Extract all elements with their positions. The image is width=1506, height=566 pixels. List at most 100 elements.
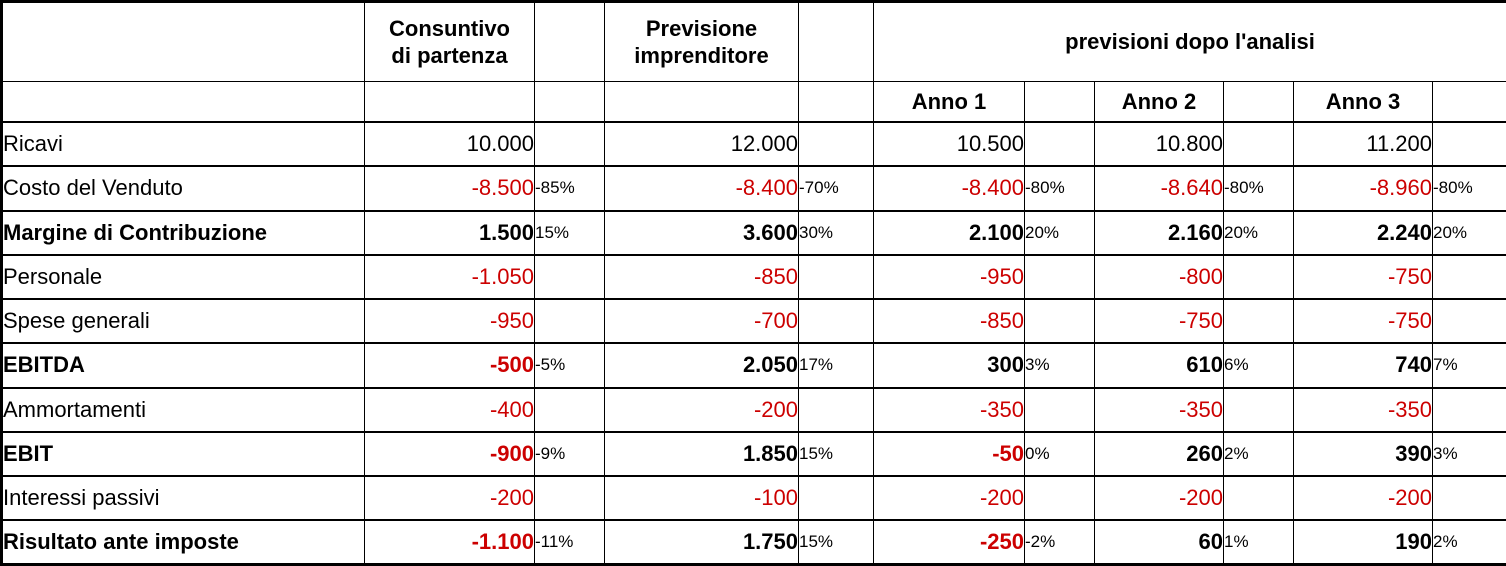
value-cell: 610 — [1094, 342, 1224, 389]
value-cell: -350 — [1293, 386, 1433, 433]
empty-cell — [604, 81, 799, 123]
row-costo-del-venduto: Costo del Venduto -8.500 -85% -8.400 -70… — [1, 165, 1506, 212]
empty-cell — [1024, 81, 1095, 123]
percent-cell — [1431, 474, 1506, 521]
value-cell: -950 — [873, 253, 1025, 300]
header-previsione-line1: Previsione — [645, 15, 758, 41]
value-cell: -100 — [604, 474, 799, 521]
percent-cell — [1024, 386, 1095, 433]
percent-cell — [1024, 121, 1095, 167]
percent-cell — [534, 386, 605, 433]
value-cell: 1.750 — [604, 519, 799, 566]
percent-cell — [1024, 253, 1095, 300]
percent-cell: 3% — [1431, 430, 1506, 477]
value-cell: -200 — [873, 474, 1025, 521]
row-risultato-ante-imposte: Risultato ante imposte -1.100 -11% 1.750… — [1, 519, 1506, 566]
row-margine-di-contribuzione: Margine di Contribuzione 1.500 15% 3.600… — [1, 209, 1506, 256]
value-cell: 10.500 — [873, 121, 1025, 167]
percent-cell: -70% — [798, 165, 874, 212]
percent-cell: -5% — [534, 342, 605, 389]
percent-cell — [798, 298, 874, 344]
value-cell: -500 — [364, 342, 535, 389]
row-ebit: EBIT -900 -9% 1.850 15% -50 0% 260 2% 39… — [1, 430, 1506, 477]
header-consuntivo-line1: Consuntivo — [389, 15, 510, 41]
value-cell: -900 — [364, 430, 535, 477]
percent-cell — [1431, 386, 1506, 433]
row-label: Margine di Contribuzione — [1, 209, 365, 256]
value-cell: 2.240 — [1293, 209, 1433, 256]
row-label: Spese generali — [1, 298, 365, 344]
value-cell: 11.200 — [1293, 121, 1433, 167]
value-cell: -350 — [1094, 386, 1224, 433]
row-label: EBIT — [1, 430, 365, 477]
percent-cell: 20% — [1431, 209, 1506, 256]
value-cell: -8.960 — [1293, 165, 1433, 212]
row-label: Interessi passivi — [1, 474, 365, 521]
percent-cell: 6% — [1223, 342, 1294, 389]
value-cell: 740 — [1293, 342, 1433, 389]
value-cell: -750 — [1094, 298, 1224, 344]
empty-cell — [534, 81, 605, 123]
value-cell: -700 — [604, 298, 799, 344]
percent-cell: -85% — [534, 165, 605, 212]
header-previsione: Previsione imprenditore — [604, 0, 799, 83]
empty-cell — [364, 81, 535, 123]
percent-cell — [1024, 298, 1095, 344]
value-cell: 10.800 — [1094, 121, 1224, 167]
percent-cell — [534, 121, 605, 167]
percent-cell: 15% — [798, 519, 874, 566]
percent-cell: 17% — [798, 342, 874, 389]
value-cell: 3.600 — [604, 209, 799, 256]
value-cell: -200 — [604, 386, 799, 433]
percent-cell — [1431, 121, 1506, 167]
percent-cell: -80% — [1223, 165, 1294, 212]
row-label: EBITDA — [1, 342, 365, 389]
value-cell: -1.100 — [364, 519, 535, 566]
row-interessi-passivi: Interessi passivi -200 -100 -200 -200 -2… — [1, 474, 1506, 521]
header-row-2: Anno 1 Anno 2 Anno 3 — [1, 81, 1506, 123]
value-cell: -400 — [364, 386, 535, 433]
value-cell: 2.160 — [1094, 209, 1224, 256]
header-consuntivo: Consuntivo di partenza — [364, 0, 535, 83]
header-previsioni-analisi: previsioni dopo l'analisi — [872, 0, 1506, 83]
row-label: Personale — [1, 253, 365, 300]
row-label: Ricavi — [1, 121, 365, 167]
percent-cell: 7% — [1431, 342, 1506, 389]
value-cell: -200 — [364, 474, 535, 521]
header-anno-2: Anno 2 — [1094, 81, 1224, 123]
value-cell: 260 — [1094, 430, 1224, 477]
value-cell: -750 — [1293, 253, 1433, 300]
value-cell: -250 — [873, 519, 1025, 566]
percent-cell — [1223, 253, 1294, 300]
value-cell: -1.050 — [364, 253, 535, 300]
percent-cell: 15% — [534, 209, 605, 256]
percent-cell: 0% — [1024, 430, 1095, 477]
empty-cell — [1, 81, 365, 123]
percent-cell: 2% — [1223, 430, 1294, 477]
percent-cell — [798, 474, 874, 521]
value-cell: -200 — [1293, 474, 1433, 521]
value-cell: 2.050 — [604, 342, 799, 389]
row-personale: Personale -1.050 -850 -950 -800 -750 — [1, 253, 1506, 300]
value-cell: 390 — [1293, 430, 1433, 477]
percent-cell: 15% — [798, 430, 874, 477]
value-cell: 190 — [1293, 519, 1433, 566]
percent-cell — [534, 298, 605, 344]
value-cell: -350 — [873, 386, 1025, 433]
empty-cell — [798, 0, 874, 83]
percent-cell: 20% — [1024, 209, 1095, 256]
percent-cell — [1223, 298, 1294, 344]
value-cell: -8.500 — [364, 165, 535, 212]
value-cell: -8.640 — [1094, 165, 1224, 212]
percent-cell — [1223, 386, 1294, 433]
empty-cell — [1223, 81, 1294, 123]
value-cell: 2.100 — [873, 209, 1025, 256]
percent-cell: 30% — [798, 209, 874, 256]
percent-cell: -11% — [534, 519, 605, 566]
value-cell: 1.500 — [364, 209, 535, 256]
percent-cell: 1% — [1223, 519, 1294, 566]
percent-cell: 2% — [1431, 519, 1506, 566]
value-cell: 60 — [1094, 519, 1224, 566]
percent-cell — [1223, 474, 1294, 521]
